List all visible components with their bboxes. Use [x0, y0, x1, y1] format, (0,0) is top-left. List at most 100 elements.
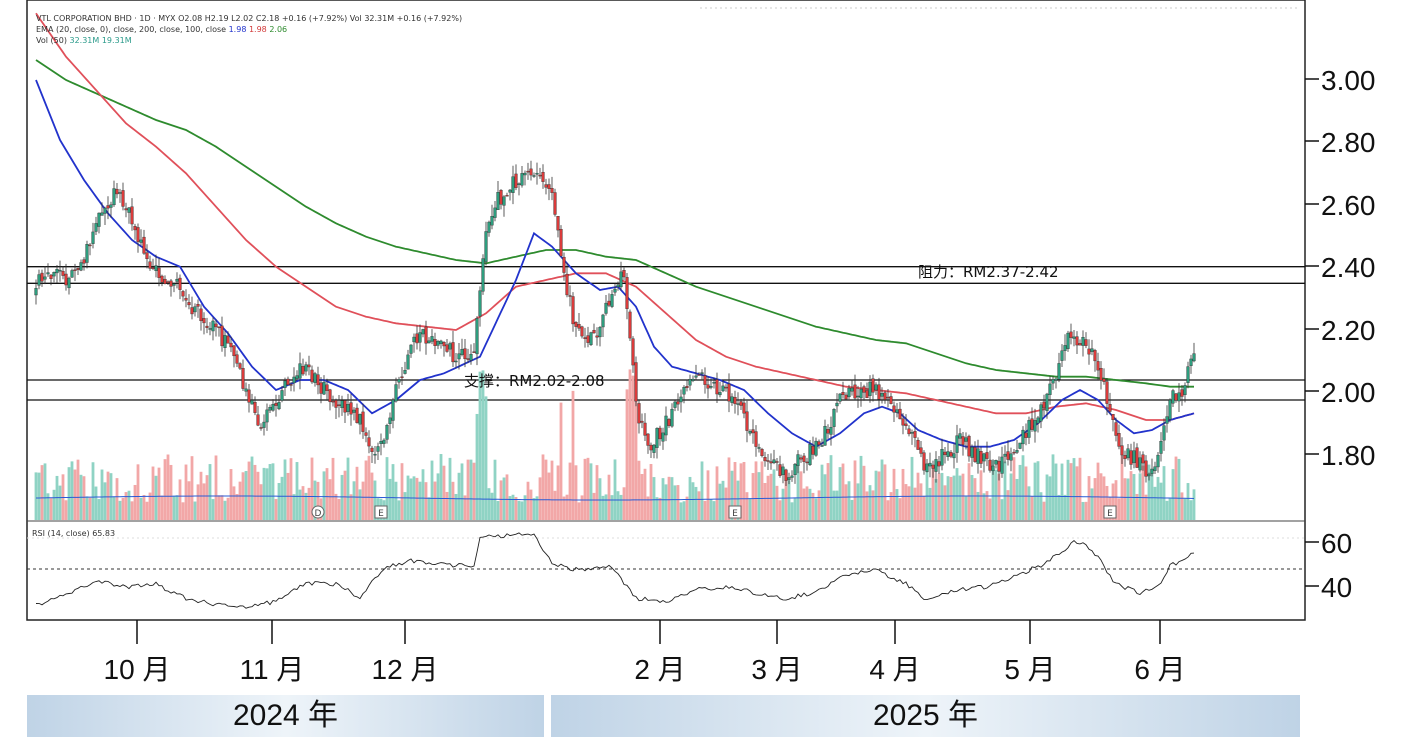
volume-bar — [337, 498, 341, 520]
candle-body — [121, 190, 125, 207]
candle-body — [1060, 350, 1064, 361]
volume-bar — [130, 501, 134, 520]
candle-body — [589, 332, 593, 345]
candle-body — [442, 342, 446, 347]
candle-body — [319, 382, 323, 394]
candle-body — [655, 428, 659, 448]
candle-body — [415, 333, 419, 344]
candle-body — [355, 407, 359, 423]
volume-bar — [457, 472, 461, 520]
rsi-tick-label: 60 — [1321, 528, 1352, 559]
candle-body — [1015, 450, 1019, 453]
candle-body — [964, 437, 968, 442]
candle-body — [82, 259, 86, 264]
volume-bar — [676, 485, 680, 520]
volume-bar — [694, 486, 698, 520]
candle-body — [979, 451, 983, 464]
event-marker-text: D — [315, 509, 322, 519]
volume-bar — [931, 467, 935, 520]
volume-bar — [427, 497, 431, 520]
volume-bar — [253, 464, 257, 520]
volume-bar — [763, 483, 767, 520]
candle-body — [334, 400, 338, 408]
volume-bar — [613, 459, 617, 520]
event-marker-text: E — [378, 509, 384, 519]
volume-bar — [40, 465, 44, 520]
volume-bar — [112, 496, 116, 520]
volume-bar — [847, 481, 851, 520]
candle-body — [604, 302, 608, 314]
volume-bar — [892, 468, 896, 520]
candle-body — [259, 427, 263, 429]
candle-body — [586, 335, 590, 343]
candle-body — [841, 392, 845, 395]
volume-bar — [1087, 476, 1091, 520]
candle-body — [1189, 358, 1193, 366]
price-tick-label: 2.00 — [1321, 377, 1376, 408]
volume-bar — [652, 477, 656, 520]
candle-body — [967, 435, 971, 457]
candle-body — [400, 376, 404, 378]
volume-bar — [934, 479, 938, 520]
volume-bar — [997, 473, 1001, 520]
candle-body — [952, 453, 956, 459]
volume-bar — [1090, 488, 1094, 520]
candle-body — [490, 216, 494, 226]
volume-bar — [94, 486, 98, 520]
volume-bar — [757, 472, 761, 520]
candle-body — [538, 174, 542, 177]
candle-body — [535, 172, 539, 175]
candle-body — [733, 397, 737, 405]
volume-bar — [43, 463, 47, 520]
candle-body — [463, 348, 467, 360]
volume-bar — [883, 464, 887, 520]
volume-bar — [889, 492, 893, 520]
candle-body — [673, 401, 677, 408]
volume-bar — [796, 464, 800, 520]
volume-bar — [856, 483, 860, 520]
chart-legend: VTL CORPORATION BHD · 1D · MYX O2.08 H2.… — [36, 13, 462, 46]
candle-body — [136, 227, 140, 242]
volume-bar — [115, 478, 119, 520]
volume-bar — [205, 475, 209, 520]
volume-bar — [730, 470, 734, 520]
volume-bar — [1084, 501, 1088, 520]
candle-body — [769, 461, 773, 464]
volume-bar — [1147, 464, 1151, 520]
candle-body — [184, 297, 188, 301]
candle-body — [1018, 442, 1022, 449]
volume-bar — [1192, 489, 1196, 520]
candle-body — [205, 325, 209, 328]
candle-body — [727, 383, 731, 402]
candle-body — [1063, 345, 1067, 351]
volume-bar — [1189, 500, 1193, 520]
candle-body — [1123, 455, 1127, 460]
volume-bar — [274, 498, 278, 520]
candle-body — [331, 400, 335, 403]
volume-bar — [967, 463, 971, 520]
candle-body — [940, 449, 944, 466]
volume-bar — [727, 457, 731, 520]
legend-ema-value-3: 2.06 — [269, 25, 288, 34]
volume-bar — [718, 483, 722, 520]
candle-body — [811, 445, 815, 455]
volume-bar — [919, 483, 923, 520]
candle-body — [706, 384, 710, 389]
volume-bar — [292, 494, 296, 520]
candle-body — [100, 212, 104, 216]
volume-bar — [196, 484, 200, 520]
candle-body — [88, 244, 92, 247]
volume-bar — [544, 459, 548, 520]
volume-bar — [700, 461, 704, 520]
volume-bar — [628, 369, 632, 520]
volume-bar — [721, 480, 725, 520]
volume-bar — [775, 485, 779, 520]
candle-body — [745, 411, 749, 431]
volume-bar — [1069, 463, 1073, 520]
candle-body — [1171, 390, 1175, 404]
volume-bar — [559, 402, 563, 520]
candle-body — [367, 437, 371, 447]
volume-bar — [307, 487, 311, 520]
ema-long-line — [35, 59, 1194, 388]
price-tick-label: 2.60 — [1321, 190, 1376, 221]
